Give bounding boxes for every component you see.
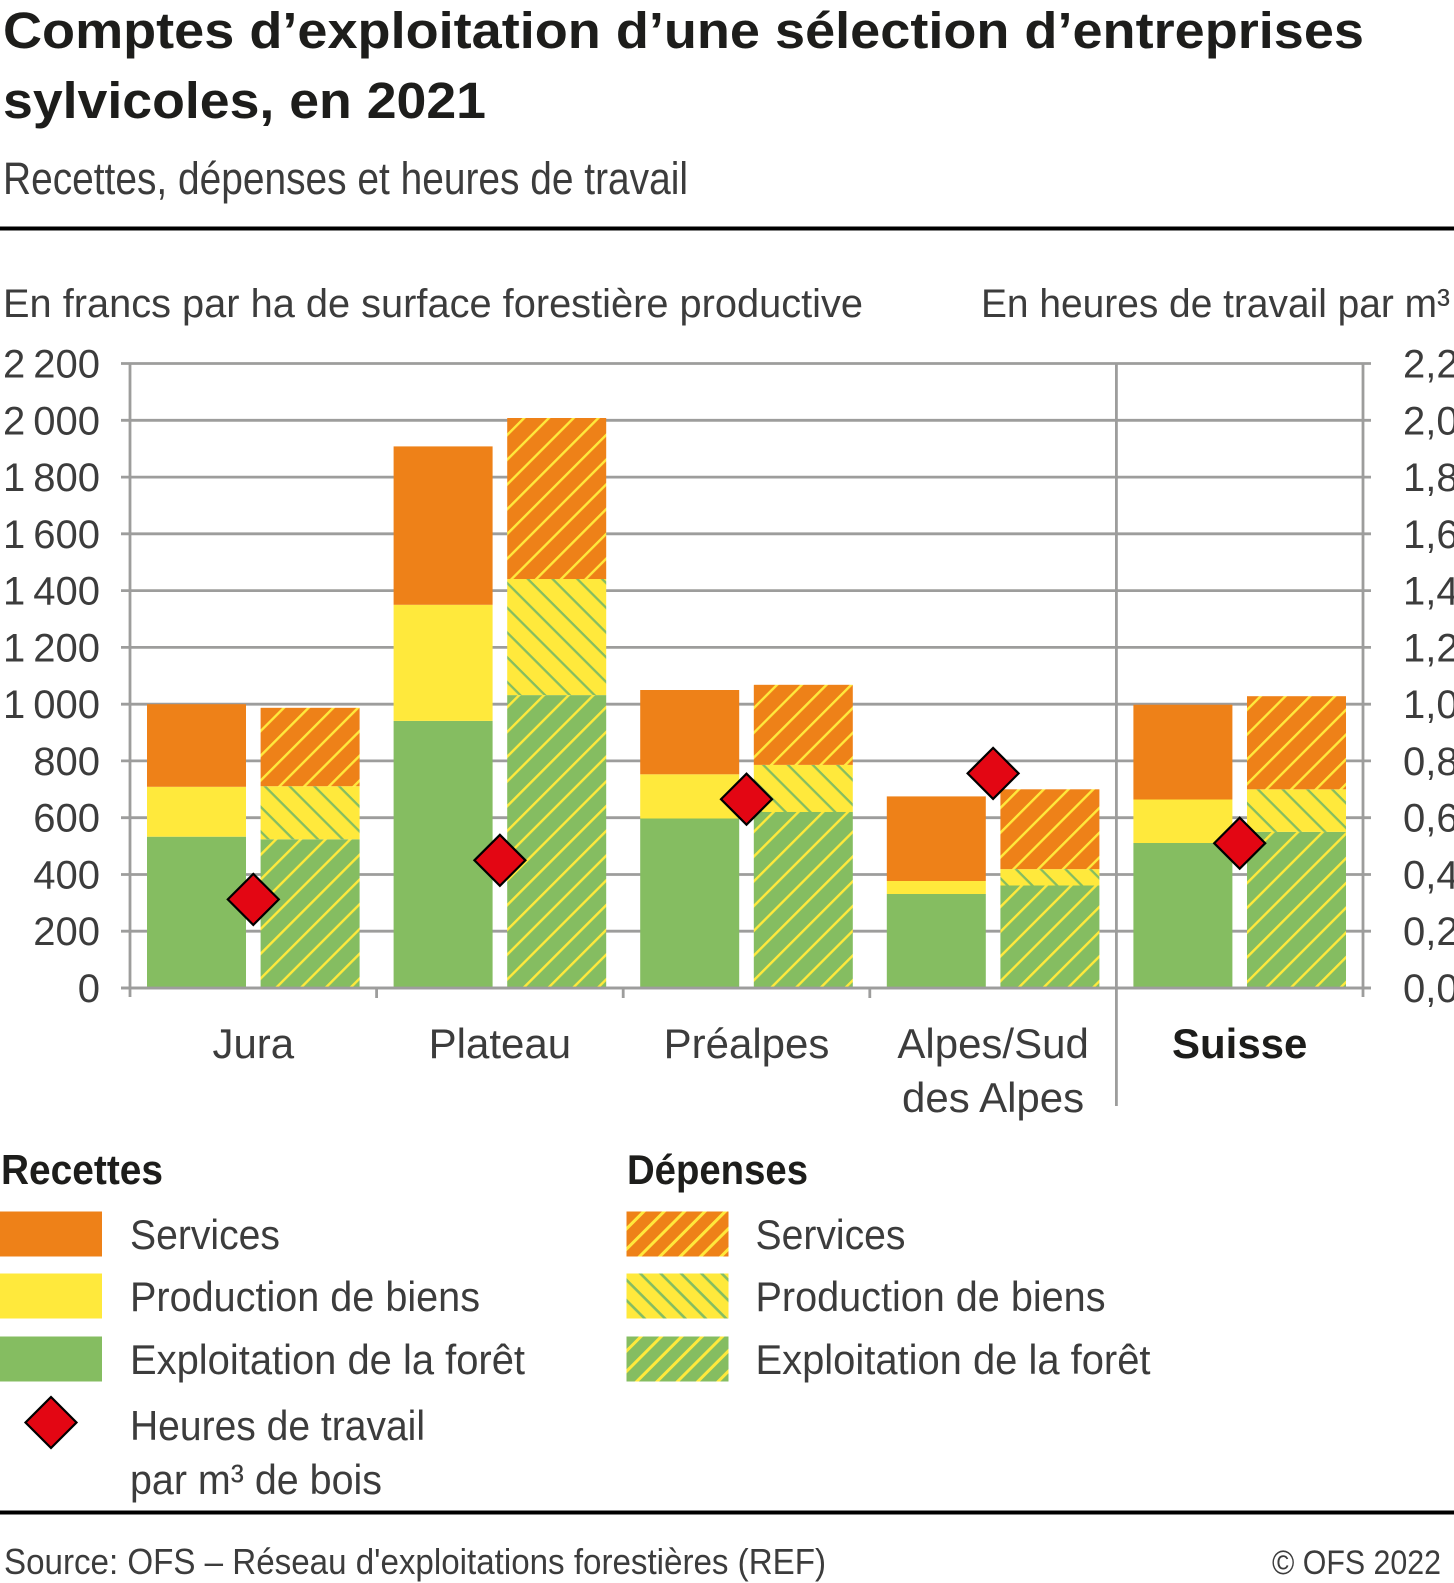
svg-text:Exploitation de la forêt: Exploitation de la forêt (756, 1336, 1151, 1383)
svg-text:Préalpes: Préalpes (664, 1020, 830, 1067)
svg-text:2,2: 2,2 (1403, 343, 1454, 387)
svg-text:Production de biens: Production de biens (130, 1273, 480, 1320)
svg-text:Recettes, dépenses et heures d: Recettes, dépenses et heures de travail (3, 153, 688, 204)
svg-text:sylvicoles, en 2021: sylvicoles, en 2021 (3, 72, 486, 129)
svg-text:2 200: 2 200 (3, 343, 100, 387)
svg-text:1 000: 1 000 (3, 683, 100, 727)
svg-text:En francs par ha de surface fo: En francs par ha de surface forestière p… (3, 282, 863, 326)
svg-text:600: 600 (33, 797, 100, 841)
svg-text:1,2: 1,2 (1403, 626, 1454, 670)
svg-text:par m³ de bois: par m³ de bois (130, 1456, 382, 1503)
svg-text:Services: Services (756, 1211, 906, 1258)
svg-text:1 800: 1 800 (3, 456, 100, 500)
svg-text:Dépenses: Dépenses (627, 1146, 808, 1193)
svg-text:2 000: 2 000 (3, 399, 100, 443)
svg-text:200: 200 (33, 910, 100, 954)
svg-text:1,0: 1,0 (1403, 683, 1454, 727)
svg-text:0,2: 0,2 (1403, 910, 1454, 954)
svg-text:Plateau: Plateau (429, 1020, 571, 1067)
svg-text:0: 0 (78, 967, 100, 1011)
svg-text:Exploitation de la forêt: Exploitation de la forêt (130, 1336, 525, 1383)
svg-text:1,6: 1,6 (1403, 513, 1454, 557)
svg-text:1 400: 1 400 (3, 570, 100, 614)
svg-text:Production de biens: Production de biens (756, 1273, 1106, 1320)
svg-text:Comptes d’exploitation d’une s: Comptes d’exploitation d’une sélection d… (3, 2, 1364, 59)
svg-text:1,8: 1,8 (1403, 456, 1454, 500)
svg-text:En heures de travail par m³: En heures de travail par m³ (981, 282, 1450, 326)
svg-text:Jura: Jura (212, 1020, 294, 1067)
svg-text:0,8: 0,8 (1403, 740, 1454, 784)
svg-text:Heures de travail: Heures de travail (130, 1402, 425, 1449)
svg-text:1 600: 1 600 (3, 513, 100, 557)
svg-text:© OFS 2022: © OFS 2022 (1272, 1544, 1441, 1582)
svg-text:Alpes/Sud: Alpes/Sud (897, 1020, 1088, 1067)
svg-text:Services: Services (130, 1211, 280, 1258)
svg-text:Source: OFS – Réseau d'exploit: Source: OFS – Réseau d'exploitations for… (4, 1541, 826, 1582)
svg-text:Recettes: Recettes (1, 1146, 163, 1193)
svg-text:0,4: 0,4 (1403, 854, 1454, 898)
svg-text:800: 800 (33, 740, 100, 784)
svg-text:des Alpes: des Alpes (902, 1074, 1084, 1121)
svg-text:1 200: 1 200 (3, 626, 100, 670)
svg-text:400: 400 (33, 854, 100, 898)
svg-text:0,0: 0,0 (1403, 967, 1454, 1011)
svg-text:2,0: 2,0 (1403, 399, 1454, 443)
svg-text:0,6: 0,6 (1403, 797, 1454, 841)
svg-text:Suisse: Suisse (1172, 1020, 1307, 1067)
svg-text:1,4: 1,4 (1403, 570, 1454, 614)
